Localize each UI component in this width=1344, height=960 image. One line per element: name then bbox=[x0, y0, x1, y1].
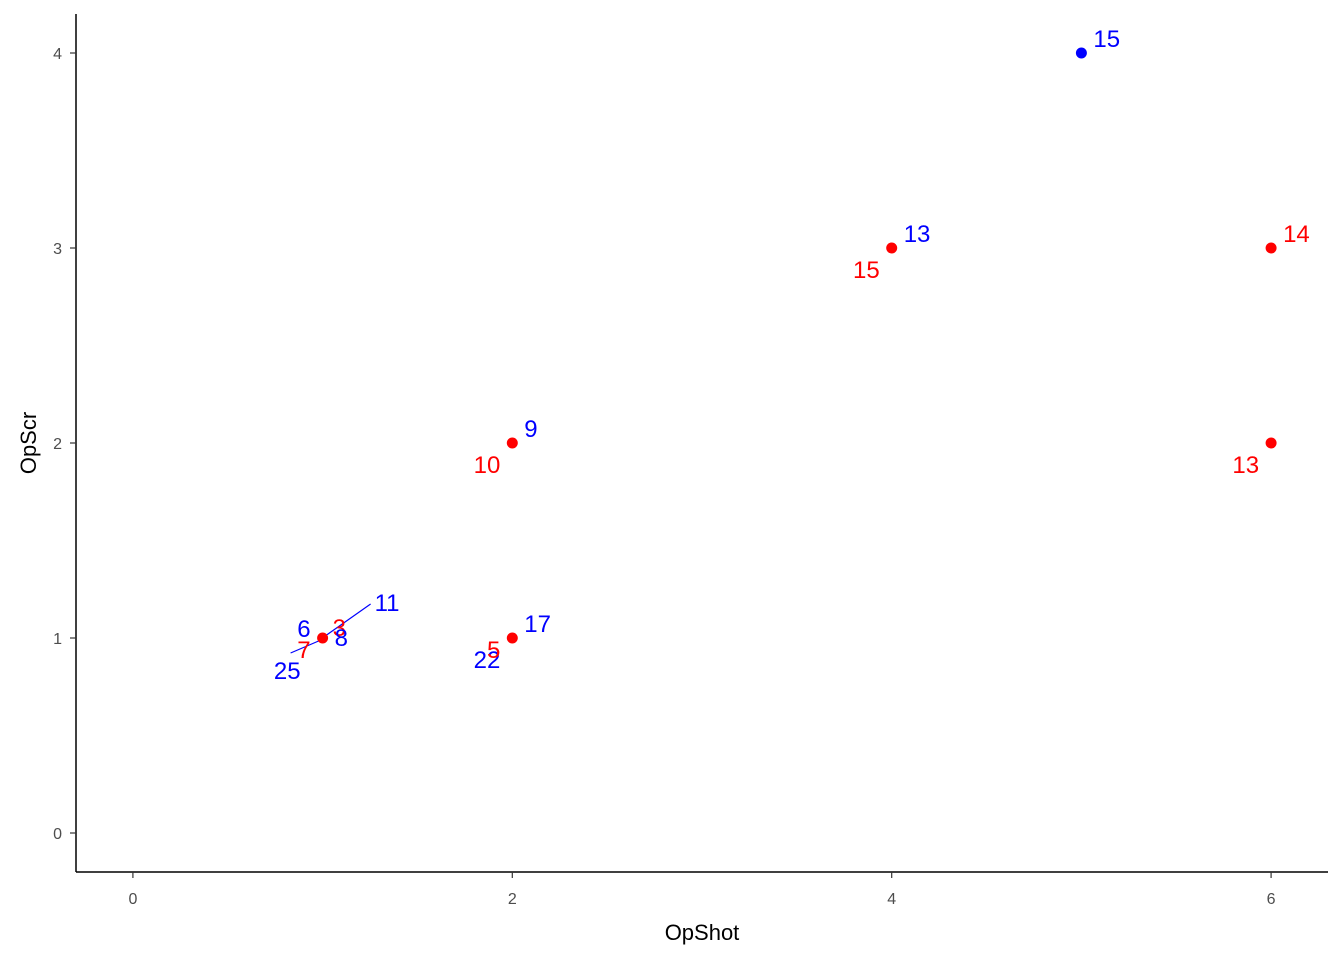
label-leader-lines bbox=[290, 603, 371, 654]
point-label: 15 bbox=[853, 257, 880, 284]
point-label: 13 bbox=[904, 221, 931, 248]
data-point bbox=[886, 242, 898, 254]
y-tick-label: 0 bbox=[53, 826, 62, 843]
point-label: 14 bbox=[1283, 221, 1310, 248]
data-point bbox=[317, 632, 329, 644]
point-label: 15 bbox=[1093, 26, 1120, 53]
y-axis-title: OpScr bbox=[16, 412, 41, 474]
data-point bbox=[506, 437, 518, 449]
data-points bbox=[317, 47, 1277, 644]
point-label: 3 bbox=[333, 615, 346, 642]
point-label: 17 bbox=[524, 611, 551, 638]
y-tick-label: 2 bbox=[53, 436, 62, 453]
x-ticks: 0 2 4 6 bbox=[128, 872, 1276, 908]
x-tick-label: 6 bbox=[1267, 891, 1276, 908]
point-label: 13 bbox=[1232, 452, 1259, 479]
data-point bbox=[506, 632, 518, 644]
x-tick-label: 2 bbox=[508, 891, 517, 908]
x-tick-label: 0 bbox=[128, 891, 137, 908]
data-point bbox=[1075, 47, 1087, 59]
point-label: 7 bbox=[297, 637, 310, 664]
x-axis-title: OpShot bbox=[665, 920, 740, 945]
point-label: 22 bbox=[474, 647, 501, 674]
point-label: 10 bbox=[474, 452, 501, 479]
leader-line bbox=[326, 603, 371, 636]
y-tick-label: 3 bbox=[53, 241, 62, 258]
data-point bbox=[1265, 437, 1277, 449]
point-label: 9 bbox=[524, 416, 537, 443]
point-label: 11 bbox=[375, 590, 400, 617]
leader-line bbox=[290, 640, 319, 654]
y-tick-label: 1 bbox=[53, 631, 62, 648]
point-label: 5 bbox=[487, 637, 500, 664]
point-label: 8 bbox=[335, 625, 348, 652]
y-ticks: 0 1 2 3 4 bbox=[53, 46, 76, 843]
y-tick-label: 4 bbox=[53, 46, 62, 63]
data-point bbox=[1265, 242, 1277, 254]
x-tick-label: 4 bbox=[887, 891, 896, 908]
point-label: 6 bbox=[297, 616, 310, 643]
axes bbox=[75, 14, 1328, 873]
point-label: 25 bbox=[274, 658, 301, 685]
